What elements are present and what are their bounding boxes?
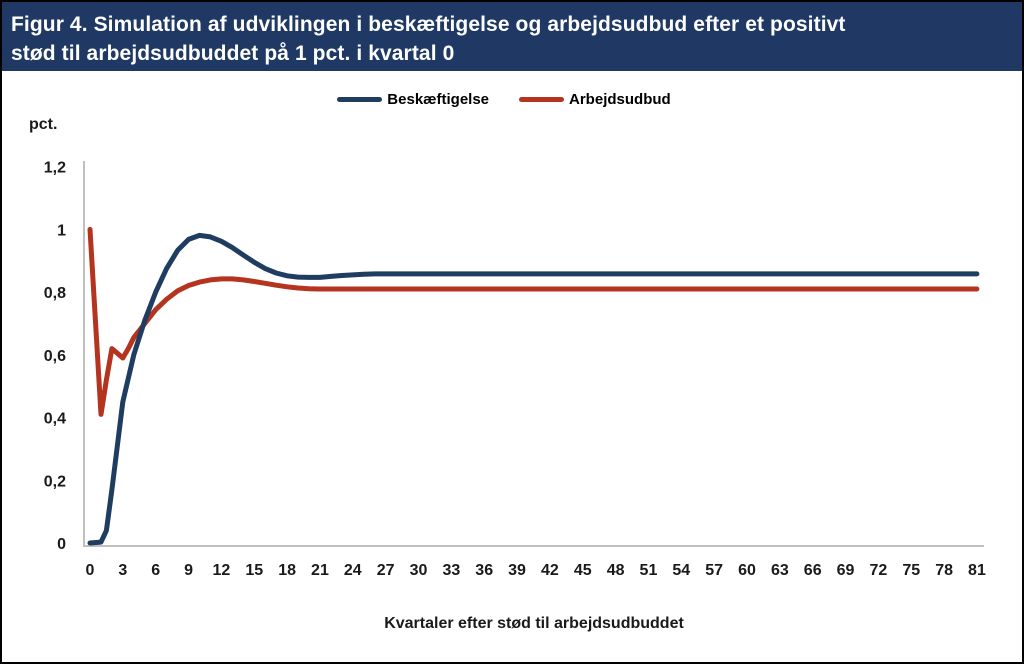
x-tick-label: 57 [705, 562, 723, 579]
arbejdsudbud-line [87, 226, 980, 417]
x-tick-label: 33 [442, 562, 460, 579]
y-tick-label: 0 [57, 536, 66, 553]
y-tick-label: 0,4 [44, 411, 66, 428]
y-tick-label: 1,2 [44, 160, 66, 177]
x-tick-label: 36 [475, 562, 493, 579]
x-tick-label: 66 [804, 562, 822, 579]
x-axis-title: Kvartaler efter stød til arbejdsudbuddet [384, 615, 684, 632]
x-tick-label: 39 [508, 562, 526, 579]
chart-legend: Beskæftigelse Arbejdsudbud [2, 91, 1006, 108]
arbejdsudbud-line-swatch [519, 97, 565, 102]
x-tick-label: 6 [151, 562, 160, 579]
plot-canvas: 00,20,40,60,811,20 3 6 9 12 15 18 21 24 27 30 33 36 3… [44, 160, 986, 579]
beskaeftigelse-line [87, 232, 980, 546]
x-tick-label: 60 [738, 562, 756, 579]
x-tick-label: 27 [377, 562, 395, 579]
x-tick-label: 18 [278, 562, 296, 579]
legend-label-beskaeftigelse: Beskæftigelse [387, 91, 490, 108]
x-tick-label: 45 [574, 562, 592, 579]
x-tick-label: 72 [870, 562, 888, 579]
x-tick-label: 42 [541, 562, 559, 579]
y-tick-label: 1 [57, 222, 66, 239]
figure-title-bar: Figur 4. Simulation af udviklingen i bes… [2, 2, 1022, 71]
x-tick-label: 12 [213, 562, 231, 579]
x-tick-label: 30 [410, 562, 428, 579]
x-tick-label: 21 [311, 562, 329, 579]
y-tick-label: 0,6 [44, 348, 66, 365]
x-tick-label: 3 [118, 562, 127, 579]
x-tick-label: 51 [640, 562, 658, 579]
x-tick-label: 15 [245, 562, 263, 579]
y-axis-unit-label: pct. [29, 116, 58, 133]
x-tick-label: 81 [968, 562, 986, 579]
legend-label-arbejdsudbud: Arbejdsudbud [569, 91, 671, 108]
x-tick-label: 75 [902, 562, 920, 579]
x-tick-label: 63 [771, 562, 789, 579]
x-tick-label: 9 [184, 562, 193, 579]
x-tick-label: 48 [607, 562, 625, 579]
x-tick-label: 69 [837, 562, 855, 579]
y-tick-label: 0,2 [44, 473, 66, 490]
beskaeftigelse-line-swatch [337, 97, 383, 102]
x-tick-label: 78 [935, 562, 953, 579]
legend-item-arbejdsudbud: Arbejdsudbud [519, 91, 671, 108]
legend-item-beskaeftigelse: Beskæftigelse [337, 91, 489, 108]
x-tick-label: 54 [672, 562, 690, 579]
x-tick-label: 24 [344, 562, 362, 579]
figure-title-line-2: stød til arbejdsudbuddet på 1 pct. i kva… [11, 42, 455, 65]
figure-title-line-1: Figur 4. Simulation af udviklingen i bes… [11, 13, 846, 36]
chart-area: 0 0,2 0,4 0,6 0,8 1 1,2 0 3 6 9 12 15 18 21 24 27 30 33 36 3… [2, 71, 1022, 662]
x-tick-label: 0 [86, 562, 95, 579]
y-tick-label: 0,8 [44, 285, 66, 302]
